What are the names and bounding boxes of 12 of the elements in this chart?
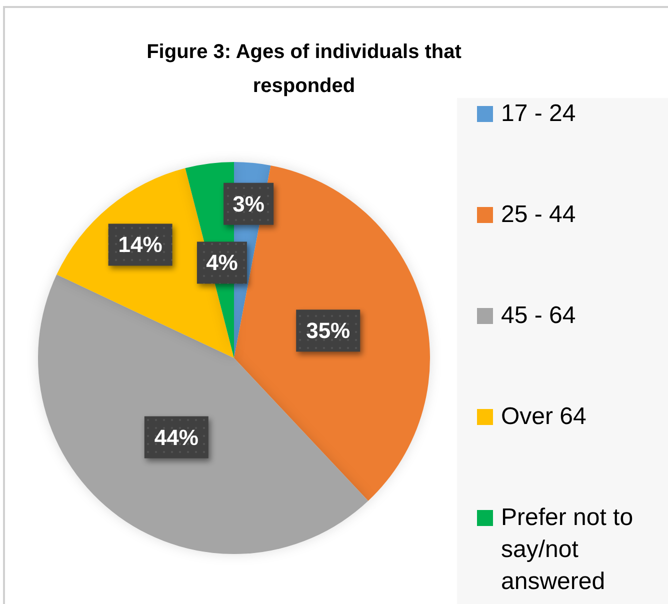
legend-label: 25 - 44: [501, 200, 576, 230]
legend-label: 17 - 24: [501, 99, 576, 129]
legend-label: Over 64: [501, 402, 586, 432]
data-label: 14%: [118, 232, 162, 258]
data-label: 35%: [306, 318, 350, 344]
chart-title: Figure 3: Ages of individuals that responded: [146, 41, 462, 97]
data-label: 4%: [206, 250, 238, 276]
pie-slice: [38, 274, 368, 554]
data-label: 44%: [154, 424, 198, 450]
legend-label: Prefer not to say/not answered: [501, 503, 634, 597]
data-label: 3%: [232, 191, 264, 216]
legend-label: 45 - 64: [501, 301, 576, 331]
